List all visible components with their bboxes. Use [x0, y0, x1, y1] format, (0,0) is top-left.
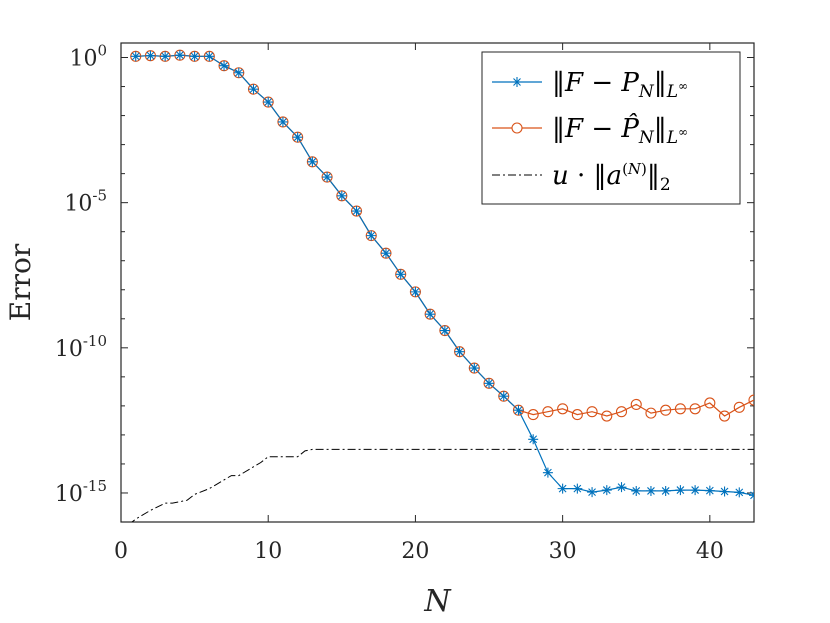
orange-circle-marker: [733, 401, 745, 413]
blue-asterisk-marker: [631, 485, 642, 496]
blue-asterisk-marker: [263, 97, 274, 108]
blue-asterisk-marker: [704, 485, 715, 496]
blue-asterisk-marker: [366, 230, 377, 241]
axis-labels: N Error: [4, 243, 452, 619]
blue-asterisk-marker: [454, 346, 465, 357]
orange-circle-marker: [689, 403, 701, 415]
y-axis-label: Error: [4, 243, 37, 321]
x-tick-label: 0: [114, 539, 128, 564]
legend-label-2: ‖F − P̂N‖L∞: [552, 113, 688, 148]
blue-asterisk-marker: [439, 325, 450, 336]
orange-circle-marker: [660, 404, 672, 416]
legend-label-3: u · ‖a(N)‖2: [552, 160, 671, 195]
blue-asterisk-marker: [719, 486, 730, 497]
x-tick-label: 40: [696, 539, 724, 564]
x-axis-label: N: [423, 584, 452, 619]
y-tick-label: 10-10: [55, 332, 107, 362]
orange-circle-marker: [586, 406, 598, 418]
blue-asterisk-marker: [410, 286, 421, 297]
blue-asterisk-marker: [425, 309, 436, 320]
legend-marker-circle: [511, 122, 523, 134]
orange-circle-marker: [674, 403, 686, 415]
y-tick-label: 10-5: [64, 187, 107, 217]
orange-circle-marker: [748, 394, 754, 406]
blue-asterisk-marker: [395, 269, 406, 280]
blue-asterisk-marker: [542, 467, 553, 478]
blue-asterisk-marker: [130, 51, 141, 62]
legend: ‖F − PN‖L∞ ‖F − P̂N‖L∞ u · ‖a(N)‖2: [481, 51, 741, 205]
orange-circle-marker: [557, 403, 569, 415]
series-line-reference: [131, 448, 754, 522]
y-tick-label: 100: [69, 42, 107, 72]
y-tick-label: 10-15: [55, 477, 107, 507]
orange-circle-marker: [601, 410, 613, 422]
blue-asterisk-marker: [469, 363, 480, 374]
blue-asterisk-marker: [174, 50, 185, 61]
blue-asterisk-marker: [248, 84, 259, 95]
blue-asterisk-marker: [557, 483, 568, 494]
blue-asterisk-marker: [145, 50, 156, 61]
blue-asterisk-marker: [645, 485, 656, 496]
blue-asterisk-marker: [734, 487, 745, 498]
legend-marker-asterisk: [512, 77, 522, 87]
x-tick-label: 30: [549, 539, 577, 564]
axes: [120, 42, 755, 523]
blue-asterisk-marker: [572, 483, 583, 494]
x-tick-label: 20: [401, 539, 429, 564]
blue-asterisk-marker: [587, 487, 598, 498]
blue-asterisk-marker: [322, 172, 333, 183]
blue-asterisk-marker: [484, 378, 495, 389]
blue-asterisk-marker: [233, 67, 244, 78]
blue-asterisk-marker: [189, 51, 200, 62]
orange-circle-marker: [719, 410, 731, 422]
blue-asterisk-marker: [675, 485, 686, 496]
series-layer: [130, 49, 754, 522]
blue-asterisk-marker: [498, 391, 509, 402]
blue-asterisk-marker: [380, 248, 391, 259]
tick-labels: 0 10 20 30 40 100 10-5 10-10 10-15: [55, 42, 724, 564]
blue-asterisk-marker: [307, 156, 318, 167]
blue-asterisk-marker: [616, 482, 627, 493]
orange-circle-marker: [542, 406, 554, 418]
blue-asterisk-marker: [336, 190, 347, 201]
blue-asterisk-marker: [749, 490, 754, 501]
blue-asterisk-marker: [160, 51, 171, 62]
blue-asterisk-marker: [660, 485, 671, 496]
blue-asterisk-marker: [351, 206, 362, 217]
orange-circle-marker: [704, 397, 716, 409]
plot-frame: [120, 42, 755, 523]
blue-asterisk-marker: [601, 485, 612, 496]
blue-asterisk-marker: [292, 132, 303, 143]
plot-area: [130, 49, 754, 522]
legend-label-1: ‖F − PN‖L∞: [552, 68, 688, 102]
orange-circle-marker: [527, 409, 539, 421]
orange-circle-marker: [615, 406, 628, 418]
blue-asterisk-marker: [513, 405, 524, 416]
blue-asterisk-marker: [277, 116, 288, 127]
orange-circle-marker: [645, 407, 657, 419]
blue-asterisk-marker: [204, 51, 215, 62]
orange-circle-marker: [571, 409, 583, 421]
blue-asterisk-marker: [528, 434, 539, 445]
orange-circle-marker: [630, 398, 642, 410]
x-tick-label: 10: [254, 539, 282, 564]
blue-asterisk-marker: [219, 60, 230, 71]
blue-asterisk-marker: [690, 485, 701, 496]
